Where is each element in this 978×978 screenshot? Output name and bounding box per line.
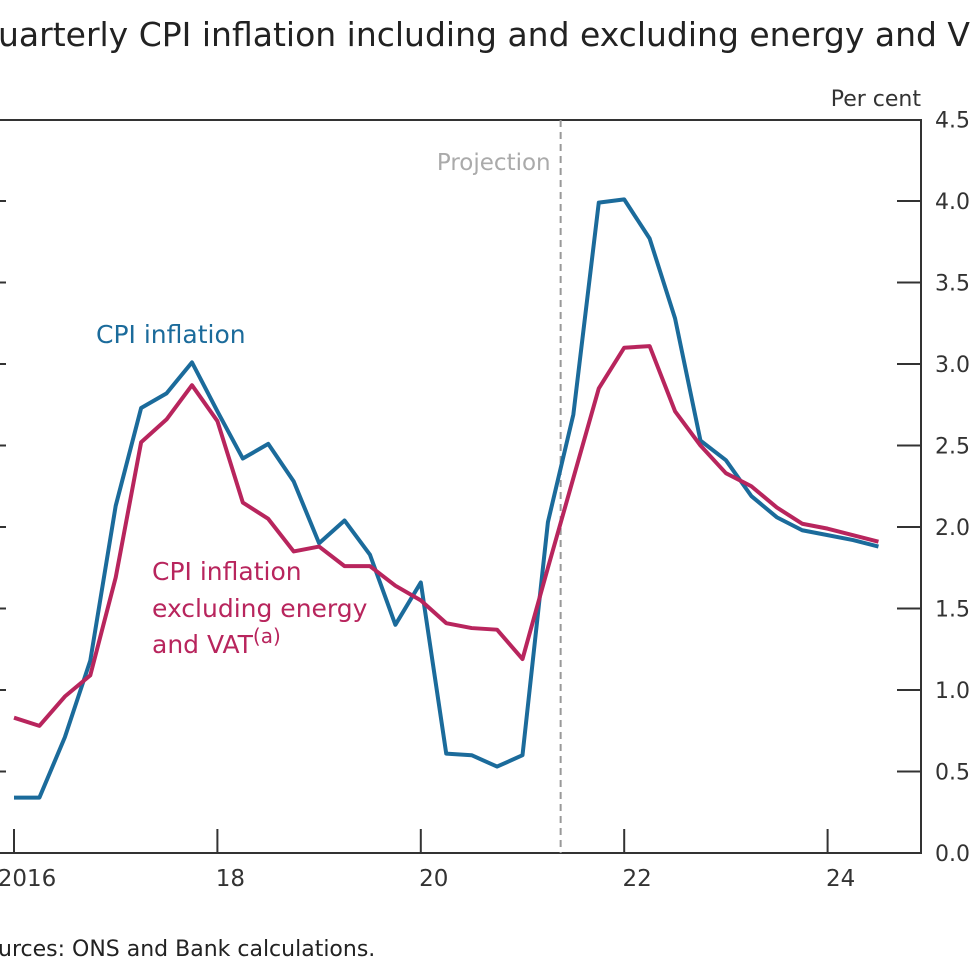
y-tick-label: 1.0 bbox=[935, 679, 970, 704]
y-tick-label: 4.0 bbox=[935, 190, 970, 215]
cpi-ex-energy-label-line3: and VAT(a) bbox=[152, 624, 281, 659]
x-tick-label: 20 bbox=[419, 866, 448, 892]
y-axis-label: Per cent bbox=[831, 87, 922, 112]
series-line-0 bbox=[14, 197, 879, 800]
cpi-inflation-label: CPI inflation bbox=[96, 320, 246, 349]
y-tick-label: 1.5 bbox=[935, 598, 970, 623]
y-tick-label: 0.5 bbox=[935, 761, 970, 786]
y-tick-label: 2.5 bbox=[935, 435, 970, 460]
x-tick-label: 18 bbox=[216, 866, 245, 892]
cpi-ex-energy-label-line1: CPI inflation bbox=[152, 557, 302, 586]
y-tick-label: 0.0 bbox=[935, 842, 970, 867]
footnote-marker: (a) bbox=[253, 624, 281, 648]
x-tick-label: 2016 bbox=[0, 866, 56, 892]
y-tick-label: 4.5 bbox=[935, 109, 970, 134]
cpi-ex-energy-label-line2: excluding energy bbox=[152, 594, 368, 623]
source-note: urces: ONS and Bank calculations. bbox=[0, 937, 375, 962]
y-tick-label: 2.0 bbox=[935, 516, 970, 541]
projection-label: Projection bbox=[437, 150, 551, 176]
plot-frame bbox=[0, 119, 922, 854]
label-text: and VAT bbox=[152, 630, 254, 659]
series-line-1 bbox=[13, 344, 879, 728]
y-tick-label: 3.0 bbox=[935, 353, 970, 378]
x-tick-label: 22 bbox=[623, 866, 652, 892]
y-tick-label: 3.5 bbox=[935, 272, 970, 297]
chart-title: uarterly CPI inflation including and exc… bbox=[0, 15, 970, 54]
x-tick-label: 24 bbox=[826, 866, 855, 892]
